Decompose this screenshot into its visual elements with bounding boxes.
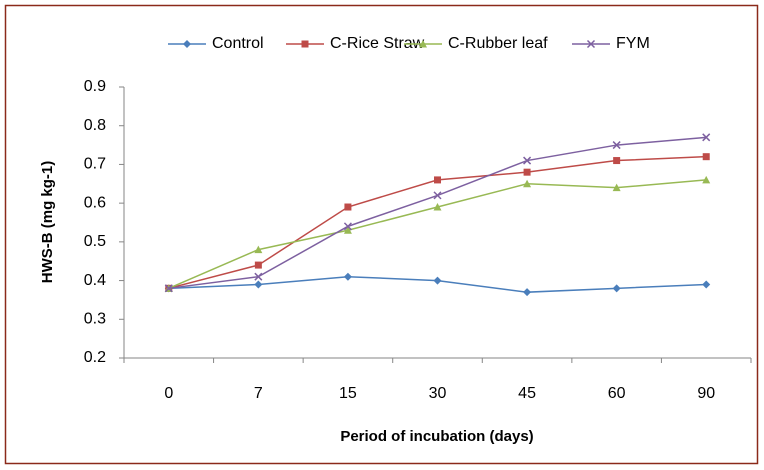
x-tick-label: 15 (339, 385, 357, 402)
data-point (344, 203, 352, 211)
y-tick-label: 0.4 (84, 272, 106, 289)
data-point (164, 284, 173, 293)
chart-frame (4, 4, 759, 465)
y-axis-title: HWS-B (mg kg-1) (39, 161, 56, 284)
data-point (612, 284, 621, 293)
x-tick-label: 0 (164, 385, 173, 402)
data-point (343, 222, 352, 231)
data-point (254, 280, 263, 289)
legend-marker (586, 39, 596, 49)
data-point (343, 272, 352, 281)
data-point (613, 157, 621, 165)
legend-marker (183, 40, 191, 48)
y-tick-label: 0.8 (84, 117, 106, 134)
data-point (523, 288, 532, 297)
data-point (254, 245, 263, 254)
data-point (702, 175, 711, 184)
data-point (254, 261, 262, 269)
data-point (523, 179, 532, 188)
y-tick-label: 0.5 (84, 233, 106, 250)
data-point (702, 133, 711, 142)
legend-marker (301, 40, 309, 48)
y-tick-label: 0.2 (84, 349, 106, 366)
y-tick-label: 0.3 (84, 311, 106, 328)
x-tick-label: 7 (254, 385, 263, 402)
data-point (343, 226, 352, 234)
x-tick-label: 90 (697, 385, 715, 402)
y-tick-label: 0.7 (84, 156, 106, 173)
data-point (702, 280, 711, 289)
data-point (702, 153, 710, 161)
legend-marker (419, 40, 427, 48)
y-tick-label: 0.6 (84, 194, 106, 211)
data-point (523, 156, 532, 165)
legend-label: C-Rice Straw (330, 35, 425, 52)
x-tick-label: 45 (518, 385, 536, 402)
x-axis-title: Period of incubation (days) (340, 428, 533, 445)
legend-label: C-Rubber leaf (448, 35, 548, 52)
x-tick-label: 30 (429, 385, 447, 402)
data-point (612, 141, 621, 150)
data-point (612, 183, 621, 192)
data-point (434, 176, 441, 184)
legend-label: Control (212, 35, 264, 52)
data-point (433, 191, 442, 200)
legend-label: FYM (616, 35, 650, 52)
x-tick-label: 60 (608, 385, 626, 402)
data-point (523, 168, 531, 176)
y-tick-label: 0.9 (84, 78, 106, 95)
data-point (433, 276, 442, 285)
data-point (254, 272, 263, 281)
data-point (433, 203, 442, 211)
